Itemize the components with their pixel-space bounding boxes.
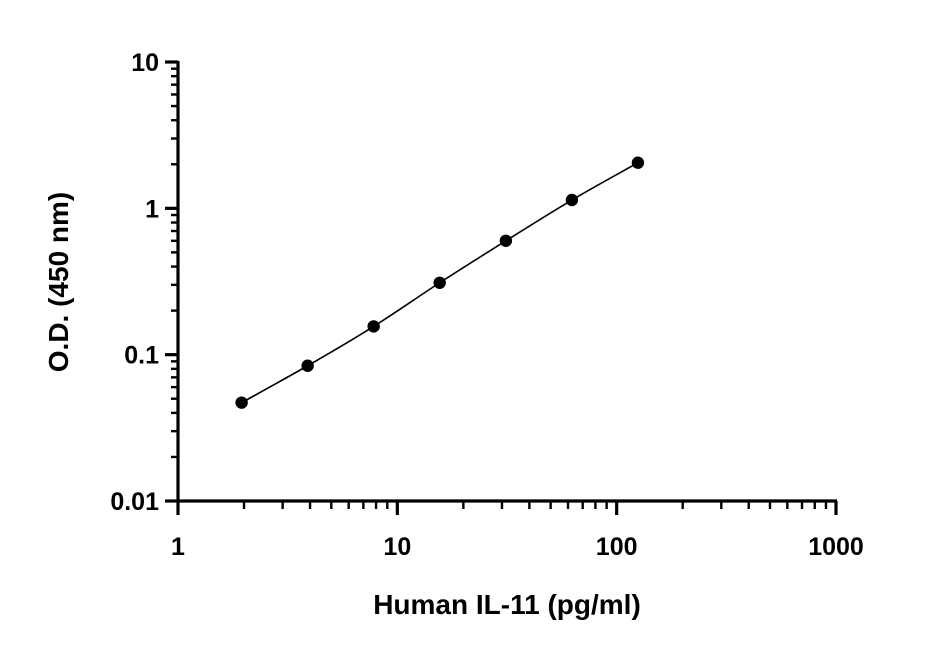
x-tick-label: 1 — [171, 533, 185, 561]
x-tick-label: 1000 — [808, 533, 864, 561]
y-tick-label: 1 — [145, 195, 159, 223]
data-point — [301, 359, 314, 372]
data-point — [565, 193, 579, 207]
axes — [165, 60, 838, 515]
data-point — [235, 396, 248, 409]
x-tick-label: 100 — [596, 533, 638, 561]
x-axis-title: Human IL-11 (pg/ml) — [373, 589, 641, 620]
data-point — [499, 234, 513, 247]
y-tick-label: 0.01 — [110, 488, 159, 516]
y-tick-label: 0.1 — [124, 342, 159, 370]
y-axis-title: O.D. (450 nm) — [43, 192, 74, 372]
data-point — [433, 276, 446, 289]
tick-labels: 0.01 0.1 1 10 1 10 100 1000 — [110, 49, 863, 561]
data-point — [631, 156, 645, 169]
data-points — [235, 156, 645, 409]
data-point — [367, 320, 380, 333]
y-tick-label: 10 — [131, 49, 159, 77]
x-tick-label: 10 — [383, 533, 411, 561]
